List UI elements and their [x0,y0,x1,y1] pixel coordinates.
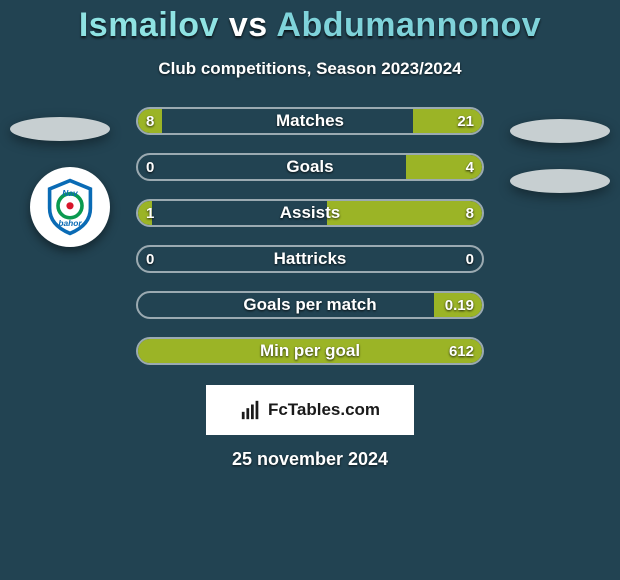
bar-track [136,107,484,135]
stat-row: Goals per match0.19 [136,291,484,319]
page-title: Ismailov vs Abdumannonov [0,0,620,45]
bar-fill-right [327,201,482,225]
stat-bars: Matches821 Goals04 Assists18 Hattricks00 Goa… [136,107,484,383]
stat-row: Goals04 [136,153,484,181]
brand-text: FcTables.com [268,400,380,420]
placeholder-ellipse-right-1 [510,119,610,143]
title-vs: vs [229,6,268,44]
stat-row: Matches821 [136,107,484,135]
bar-fill-right [413,109,482,133]
club-badge: Nav bahor [30,167,110,247]
bar-track [136,245,484,273]
bar-fill-left [138,109,162,133]
bar-fill-left [138,201,152,225]
bar-fill-right [138,339,482,363]
badge-text-top: Nav [62,188,79,198]
subtitle: Club competitions, Season 2023/2024 [0,59,620,79]
club-crest-icon: Nav bahor [40,177,100,237]
bar-track [136,337,484,365]
placeholder-ellipse-left [10,117,110,141]
title-right: Abdumannonov [276,6,541,44]
stat-row: Min per goal612 [136,337,484,365]
bar-track [136,291,484,319]
date-text: 25 november 2024 [0,449,620,470]
bar-track [136,199,484,227]
chart-icon [240,399,262,421]
brand-footer: FcTables.com [206,385,414,435]
title-left: Ismailov [79,6,219,44]
bar-fill-right [434,293,482,317]
stat-row: Assists18 [136,199,484,227]
stat-row: Hattricks00 [136,245,484,273]
bar-track [136,153,484,181]
badge-text-bottom: bahor [58,218,82,228]
placeholder-ellipse-right-2 [510,169,610,193]
bar-fill-right [406,155,482,179]
